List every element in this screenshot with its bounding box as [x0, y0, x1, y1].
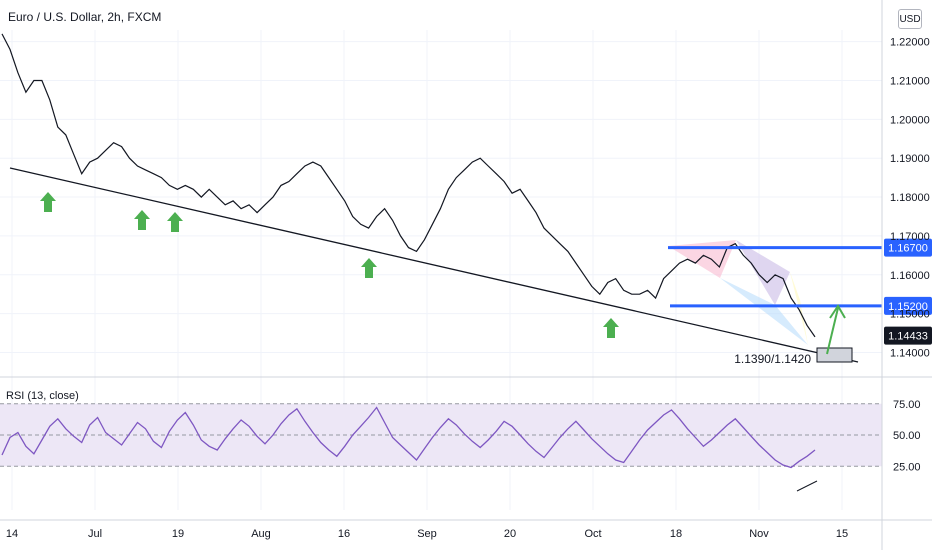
price-line: [1, 33, 816, 338]
y-tick-label: 1.19000: [890, 153, 930, 165]
chart-title: Euro / U.S. Dollar, 2h, FXCM: [8, 10, 162, 24]
y-tick-label: 1.17000: [890, 231, 930, 243]
support-trendline: [9, 167, 859, 363]
x-tick-label: 14: [6, 528, 18, 540]
level-price-label: 1.15200: [888, 301, 928, 313]
x-tick-label: 16: [338, 528, 350, 540]
pattern-wedge-pink: [668, 240, 736, 278]
x-tick-label: Aug: [251, 528, 271, 540]
grid-layer: [0, 30, 882, 510]
y-tick-label: 1.16000: [890, 270, 930, 282]
y-tick-label: 1.20000: [890, 114, 930, 126]
x-tick-label: Jul: [88, 528, 102, 540]
currency-button[interactable]: USD: [898, 9, 922, 29]
annotation-layer: 1.16700 1.15200 1.14433 1.1390/1.1420: [9, 167, 932, 492]
up-arrow-icon: [361, 258, 377, 278]
current-price-label: 1.14433: [888, 331, 928, 343]
y-tick-label: 1.21000: [890, 76, 930, 88]
level-price-tag: [884, 238, 932, 257]
current-price-tag: [884, 326, 932, 345]
target-zone-box: [816, 347, 853, 363]
rsi-tick-label: 75.00: [893, 399, 921, 411]
x-tick-label: Nov: [749, 528, 769, 540]
up-arrow-icon: [134, 210, 150, 230]
y-tick-label: 1.22000: [890, 37, 930, 49]
y-tick-label: 1.14000: [890, 347, 930, 359]
x-tick-label: 20: [504, 528, 516, 540]
projection-arrow-shaft: [826, 307, 839, 355]
rsi-title: RSI (13, close): [6, 390, 79, 402]
level-price-label: 1.16700: [888, 243, 928, 255]
level-price-tag: [884, 296, 932, 315]
pattern-wedge-blue: [720, 278, 808, 345]
projection-arrow-head: [829, 304, 846, 319]
pattern-wedge-purple: [736, 240, 790, 305]
rsi-tick-label: 50.00: [893, 430, 921, 442]
x-tick-label: 18: [670, 528, 682, 540]
rsi-divergence-line: [796, 480, 818, 492]
rsi-line: [1, 406, 816, 469]
up-arrow-icon: [603, 318, 619, 338]
y-tick-label: 1.15000: [890, 309, 930, 321]
x-tick-label: 19: [172, 528, 184, 540]
up-arrow-icon: [40, 192, 56, 212]
rsi-pane: [0, 403, 882, 469]
price-pane: [1, 33, 816, 345]
up-arrow-icon: [167, 212, 183, 232]
target-zone-label: 1.1390/1.1420: [734, 352, 811, 366]
x-tick-label: Oct: [584, 528, 601, 540]
x-tick-label: 15: [836, 528, 848, 540]
rsi-tick-label: 25.00: [893, 461, 921, 473]
x-tick-label: Sep: [417, 528, 437, 540]
y-tick-label: 1.18000: [890, 192, 930, 204]
